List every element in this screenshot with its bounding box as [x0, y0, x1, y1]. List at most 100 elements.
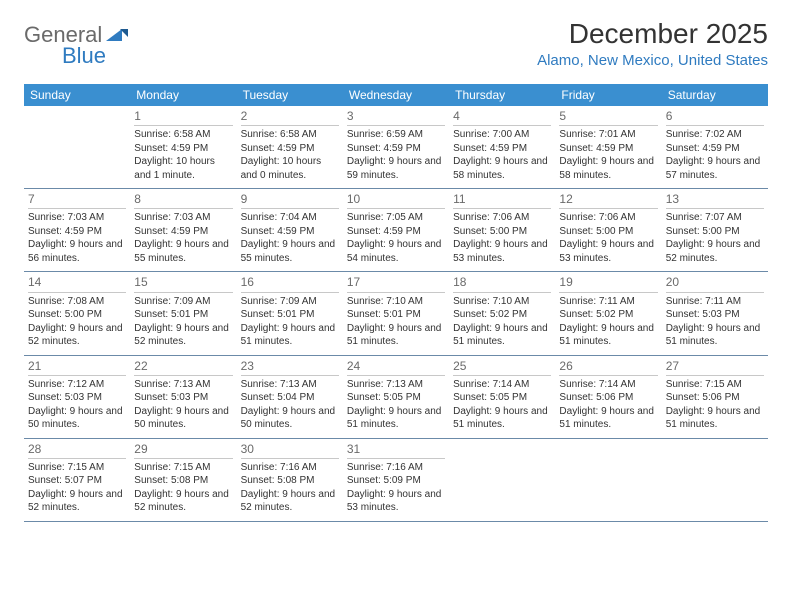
sunrise-text: Sunrise: 7:04 AM — [241, 211, 339, 225]
sunrise-text: Sunrise: 7:00 AM — [453, 128, 551, 142]
weekday-header: Tuesday — [237, 84, 343, 106]
calendar-day: 14Sunrise: 7:08 AMSunset: 5:00 PMDayligh… — [24, 272, 130, 354]
sunset-text: Sunset: 5:08 PM — [241, 474, 339, 488]
daylight-text: Daylight: 9 hours and 58 minutes. — [559, 155, 657, 182]
sunset-text: Sunset: 4:59 PM — [347, 225, 445, 239]
calendar-day — [24, 106, 130, 188]
weekday-header: Monday — [130, 84, 236, 106]
day-number: 25 — [453, 358, 551, 376]
day-number: 19 — [559, 274, 657, 292]
sunset-text: Sunset: 4:59 PM — [134, 225, 232, 239]
day-number: 3 — [347, 108, 445, 126]
calendar-day: 20Sunrise: 7:11 AMSunset: 5:03 PMDayligh… — [662, 272, 768, 354]
calendar-day: 6 Sunrise: 7:02 AMSunset: 4:59 PMDaylight… — [662, 106, 768, 188]
daylight-text: Daylight: 9 hours and 51 minutes. — [453, 405, 551, 432]
sunset-text: Sunset: 5:00 PM — [453, 225, 551, 239]
sunset-text: Sunset: 4:59 PM — [241, 225, 339, 239]
logo-mark-icon — [106, 25, 128, 46]
calendar-day: 25Sunrise: 7:14 AMSunset: 5:05 PMDayligh… — [449, 356, 555, 438]
calendar-day: 17Sunrise: 7:10 AMSunset: 5:01 PMDayligh… — [343, 272, 449, 354]
sunset-text: Sunset: 5:01 PM — [134, 308, 232, 322]
day-number: 22 — [134, 358, 232, 376]
daylight-text: Daylight: 9 hours and 51 minutes. — [453, 322, 551, 349]
sunrise-text: Sunrise: 7:08 AM — [28, 295, 126, 309]
daylight-text: Daylight: 9 hours and 51 minutes. — [347, 322, 445, 349]
weekday-header: Thursday — [449, 84, 555, 106]
sunrise-text: Sunrise: 7:09 AM — [134, 295, 232, 309]
day-number: 11 — [453, 191, 551, 209]
calendar-day: 3 Sunrise: 6:59 AMSunset: 4:59 PMDaylight… — [343, 106, 449, 188]
daylight-text: Daylight: 9 hours and 51 minutes. — [559, 322, 657, 349]
daylight-text: Daylight: 9 hours and 51 minutes. — [666, 405, 764, 432]
calendar-week: 7Sunrise: 7:03 AMSunset: 4:59 PMDaylight… — [24, 189, 768, 272]
weekday-header: Wednesday — [343, 84, 449, 106]
sunrise-text: Sunrise: 7:03 AM — [134, 211, 232, 225]
sunrise-text: Sunrise: 7:05 AM — [347, 211, 445, 225]
day-number: 23 — [241, 358, 339, 376]
day-number: 4 — [453, 108, 551, 126]
location: Alamo, New Mexico, United States — [537, 52, 768, 69]
daylight-text: Daylight: 9 hours and 50 minutes. — [28, 405, 126, 432]
daylight-text: Daylight: 9 hours and 55 minutes. — [134, 238, 232, 265]
day-number: 6 — [666, 108, 764, 126]
title-block: December 2025 Alamo, New Mexico, United … — [537, 18, 768, 69]
day-number: 26 — [559, 358, 657, 376]
sunrise-text: Sunrise: 7:13 AM — [134, 378, 232, 392]
calendar-day: 31Sunrise: 7:16 AMSunset: 5:09 PMDayligh… — [343, 439, 449, 521]
calendar: SundayMondayTuesdayWednesdayThursdayFrid… — [24, 84, 768, 522]
day-number: 27 — [666, 358, 764, 376]
calendar-week: 14Sunrise: 7:08 AMSunset: 5:00 PMDayligh… — [24, 272, 768, 355]
sunset-text: Sunset: 4:59 PM — [241, 142, 339, 156]
sunset-text: Sunset: 5:03 PM — [134, 391, 232, 405]
daylight-text: Daylight: 9 hours and 57 minutes. — [666, 155, 764, 182]
sunrise-text: Sunrise: 7:09 AM — [241, 295, 339, 309]
page-header: General December 2025 Alamo, New Mexico,… — [24, 18, 768, 69]
weekday-header: Saturday — [662, 84, 768, 106]
calendar-day: 28Sunrise: 7:15 AMSunset: 5:07 PMDayligh… — [24, 439, 130, 521]
day-number: 30 — [241, 441, 339, 459]
day-number: 16 — [241, 274, 339, 292]
day-number: 5 — [559, 108, 657, 126]
sunrise-text: Sunrise: 6:59 AM — [347, 128, 445, 142]
sunrise-text: Sunrise: 7:15 AM — [134, 461, 232, 475]
sunset-text: Sunset: 5:05 PM — [453, 391, 551, 405]
sunrise-text: Sunrise: 6:58 AM — [134, 128, 232, 142]
daylight-text: Daylight: 9 hours and 51 minutes. — [347, 405, 445, 432]
sunset-text: Sunset: 4:59 PM — [666, 142, 764, 156]
calendar-day: 13Sunrise: 7:07 AMSunset: 5:00 PMDayligh… — [662, 189, 768, 271]
daylight-text: Daylight: 9 hours and 55 minutes. — [241, 238, 339, 265]
calendar-day — [449, 439, 555, 521]
daylight-text: Daylight: 9 hours and 53 minutes. — [453, 238, 551, 265]
sunrise-text: Sunrise: 7:14 AM — [559, 378, 657, 392]
daylight-text: Daylight: 9 hours and 52 minutes. — [241, 488, 339, 515]
sunrise-text: Sunrise: 6:58 AM — [241, 128, 339, 142]
day-number: 9 — [241, 191, 339, 209]
daylight-text: Daylight: 9 hours and 54 minutes. — [347, 238, 445, 265]
daylight-text: Daylight: 9 hours and 52 minutes. — [28, 322, 126, 349]
calendar-week: 28Sunrise: 7:15 AMSunset: 5:07 PMDayligh… — [24, 439, 768, 522]
sunset-text: Sunset: 4:59 PM — [347, 142, 445, 156]
sunrise-text: Sunrise: 7:11 AM — [666, 295, 764, 309]
sunrise-text: Sunrise: 7:06 AM — [559, 211, 657, 225]
sunset-text: Sunset: 4:59 PM — [559, 142, 657, 156]
calendar-week: 21Sunrise: 7:12 AMSunset: 5:03 PMDayligh… — [24, 356, 768, 439]
day-number: 21 — [28, 358, 126, 376]
sunset-text: Sunset: 4:59 PM — [28, 225, 126, 239]
daylight-text: Daylight: 9 hours and 53 minutes. — [347, 488, 445, 515]
calendar-day — [555, 439, 661, 521]
logo-text-blue: Blue — [62, 43, 106, 68]
sunrise-text: Sunrise: 7:07 AM — [666, 211, 764, 225]
day-number: 1 — [134, 108, 232, 126]
calendar-day: 24Sunrise: 7:13 AMSunset: 5:05 PMDayligh… — [343, 356, 449, 438]
sunrise-text: Sunrise: 7:03 AM — [28, 211, 126, 225]
sunset-text: Sunset: 5:07 PM — [28, 474, 126, 488]
sunset-text: Sunset: 5:03 PM — [666, 308, 764, 322]
sunrise-text: Sunrise: 7:02 AM — [666, 128, 764, 142]
sunset-text: Sunset: 4:59 PM — [453, 142, 551, 156]
daylight-text: Daylight: 10 hours and 1 minute. — [134, 155, 232, 182]
calendar-day: 29Sunrise: 7:15 AMSunset: 5:08 PMDayligh… — [130, 439, 236, 521]
daylight-text: Daylight: 10 hours and 0 minutes. — [241, 155, 339, 182]
calendar-day: 23Sunrise: 7:13 AMSunset: 5:04 PMDayligh… — [237, 356, 343, 438]
daylight-text: Daylight: 9 hours and 58 minutes. — [453, 155, 551, 182]
daylight-text: Daylight: 9 hours and 59 minutes. — [347, 155, 445, 182]
